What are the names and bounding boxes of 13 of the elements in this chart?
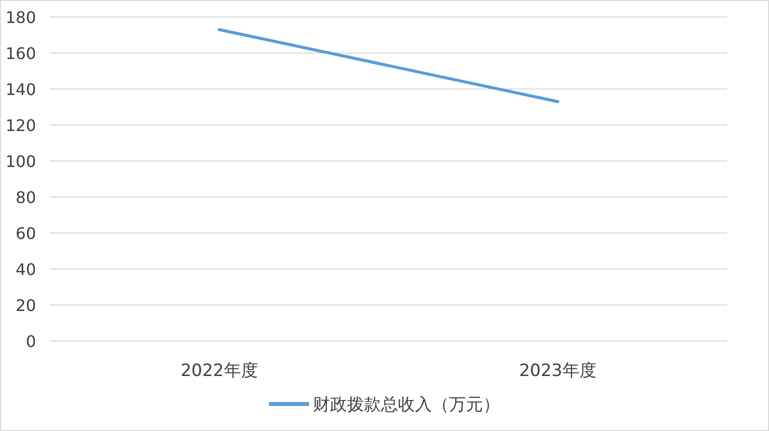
y-tick-label: 100 [5,152,36,171]
y-tick-label: 180 [5,8,36,27]
x-tick-label: 2022年度 [180,361,258,381]
y-tick-label: 0 [26,332,36,351]
legend-label: 财政拨款总收入（万元） [313,395,500,415]
y-tick-label: 140 [5,80,36,99]
y-tick-label: 120 [5,116,36,135]
x-tick-label: 2023年度 [519,361,596,381]
y-tick-label: 40 [16,260,36,279]
y-tick-label: 80 [16,188,36,207]
y-tick-label: 60 [16,224,36,243]
y-tick-label: 20 [16,296,36,315]
y-tick-label: 160 [5,44,36,63]
